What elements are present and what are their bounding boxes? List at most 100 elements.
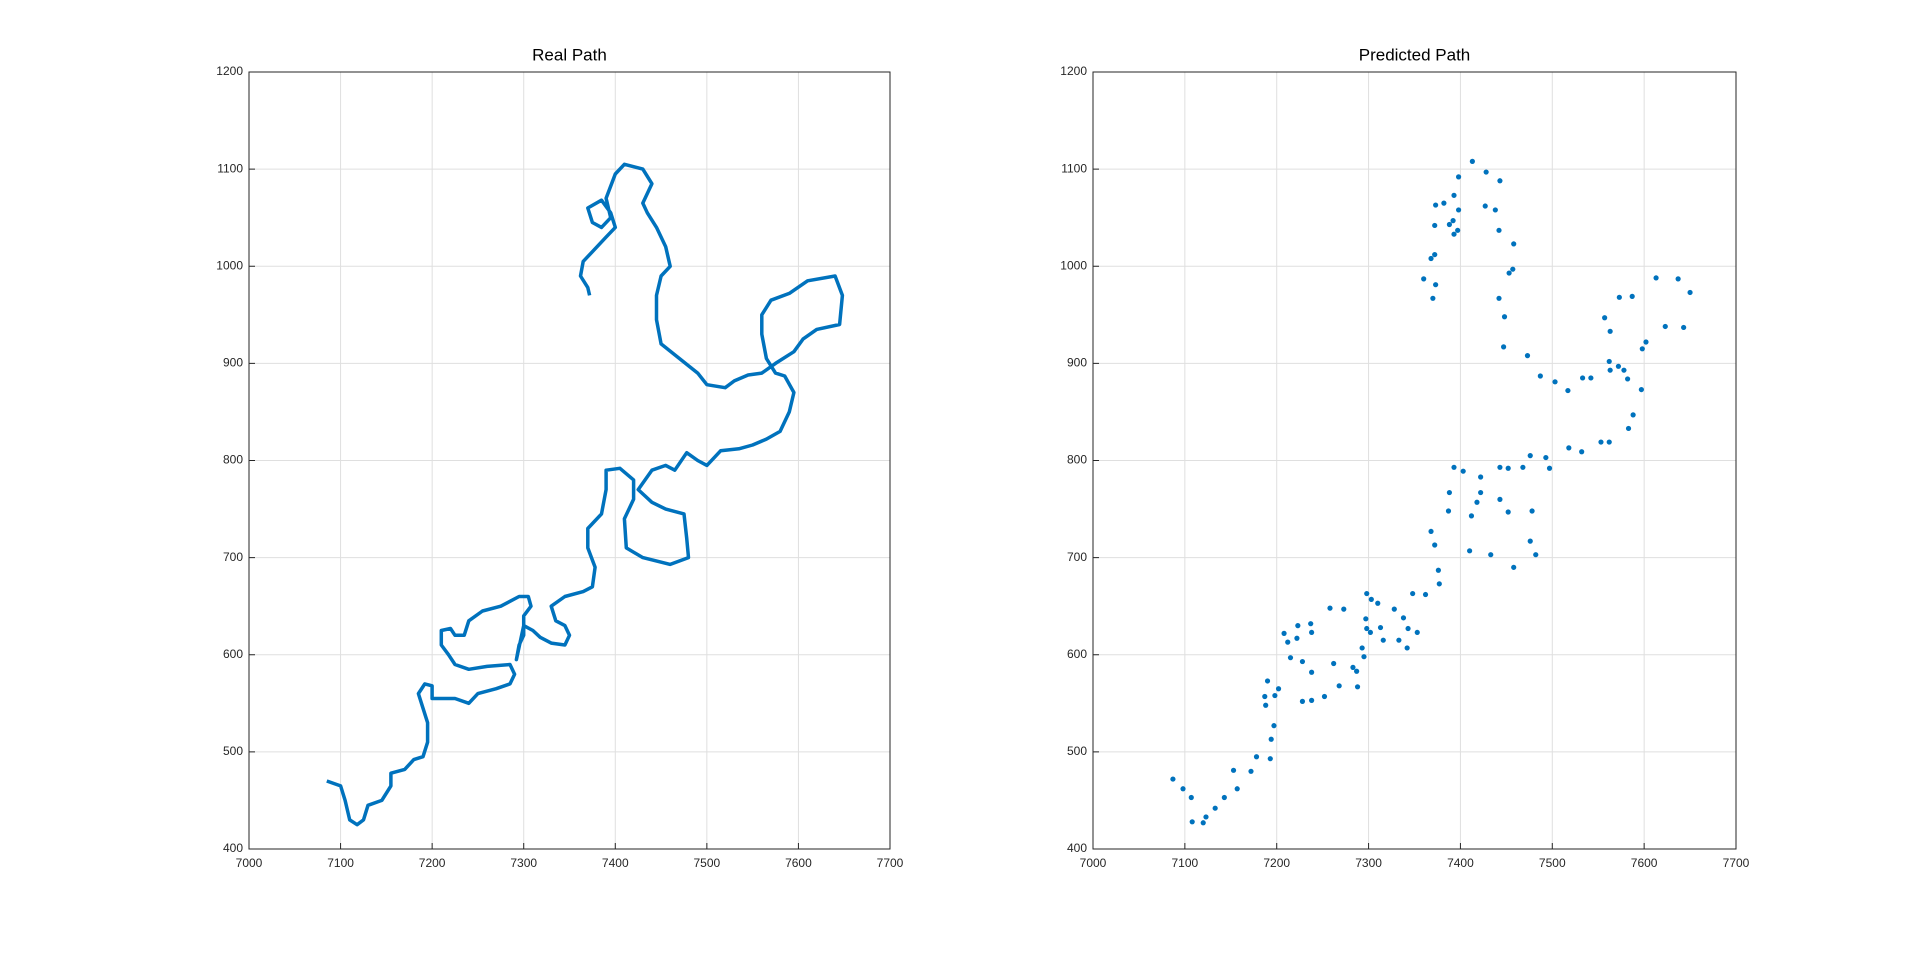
x-tick-label: 7400	[602, 856, 629, 870]
point	[1267, 756, 1273, 762]
point	[1170, 776, 1176, 782]
y-tick-label: 500	[223, 744, 243, 758]
y-tick-label: 700	[1067, 550, 1087, 564]
point	[1309, 669, 1315, 675]
point	[1275, 686, 1282, 692]
point	[1377, 624, 1384, 631]
y-tick-label: 600	[1067, 647, 1087, 661]
point	[1299, 658, 1306, 665]
point	[1451, 192, 1457, 198]
path-line	[326, 162, 845, 827]
point	[1467, 548, 1473, 554]
point	[1428, 528, 1434, 535]
point	[1295, 623, 1301, 629]
point	[1629, 293, 1635, 299]
point	[1188, 794, 1194, 801]
x-tick-label: 7000	[1080, 856, 1107, 870]
point	[1482, 203, 1488, 209]
point	[1264, 678, 1271, 684]
point	[1450, 218, 1456, 224]
point	[1331, 660, 1337, 667]
point	[1189, 819, 1195, 825]
point	[1468, 513, 1475, 519]
point	[1527, 538, 1533, 544]
point	[1327, 605, 1333, 611]
x-tick-label: 7600	[785, 856, 812, 870]
point	[1598, 439, 1604, 445]
point	[1520, 464, 1526, 470]
point	[1446, 221, 1453, 228]
point	[1497, 464, 1503, 470]
point	[1432, 251, 1438, 258]
point	[1606, 439, 1612, 445]
point	[1446, 489, 1453, 496]
point	[1435, 567, 1441, 573]
axes-box	[248, 71, 891, 850]
axes-box	[1092, 71, 1737, 850]
point	[1511, 564, 1517, 570]
point	[1432, 222, 1438, 229]
point	[1367, 629, 1374, 636]
point	[1364, 625, 1370, 632]
point	[1565, 387, 1571, 394]
point	[1527, 453, 1533, 459]
point	[1533, 552, 1539, 558]
point	[1272, 692, 1278, 699]
y-tick-label: 1000	[1060, 258, 1087, 272]
point	[1405, 625, 1411, 632]
point	[1336, 683, 1342, 689]
point	[1506, 270, 1512, 276]
point	[1497, 178, 1503, 184]
point	[1579, 375, 1586, 381]
point	[1400, 615, 1407, 621]
point	[1474, 499, 1480, 505]
point	[1607, 328, 1613, 334]
x-tick-label: 7700	[877, 856, 904, 870]
point	[1281, 630, 1287, 636]
point	[1200, 820, 1206, 826]
point	[1294, 635, 1300, 641]
point	[1309, 697, 1315, 703]
point	[1505, 465, 1511, 471]
y-tick-label: 800	[1067, 453, 1087, 467]
point	[1299, 698, 1306, 704]
point	[1341, 606, 1347, 612]
x-tick-label: 7600	[1631, 856, 1658, 870]
x-tick-label: 7300	[510, 856, 537, 870]
y-tick-label: 500	[1067, 744, 1087, 758]
x-tick-label: 7000	[236, 856, 263, 870]
point	[1396, 637, 1402, 643]
point	[1488, 552, 1494, 558]
y-tick-label: 700	[223, 550, 243, 564]
point	[1552, 379, 1558, 385]
point	[1391, 606, 1397, 612]
y-tick-label: 900	[1067, 356, 1087, 370]
point	[1455, 174, 1462, 180]
point	[1253, 754, 1260, 760]
point	[1621, 367, 1627, 373]
point	[1639, 346, 1645, 352]
point	[1203, 814, 1209, 820]
point	[1529, 508, 1535, 514]
point	[1234, 786, 1240, 792]
point	[1497, 496, 1503, 502]
point	[1546, 465, 1553, 471]
point	[1537, 373, 1543, 379]
point	[1687, 289, 1693, 296]
x-tick-label: 7100	[327, 856, 354, 870]
point	[1616, 294, 1622, 300]
y-tick-label: 1100	[217, 161, 243, 175]
point	[1607, 367, 1613, 373]
point	[1478, 489, 1484, 496]
point	[1308, 621, 1314, 627]
point	[1451, 464, 1457, 470]
point	[1363, 616, 1369, 622]
point	[1433, 282, 1439, 288]
point	[1615, 363, 1622, 369]
x-tick-label: 7500	[694, 856, 721, 870]
point	[1579, 449, 1585, 455]
x-tick-label: 7200	[1263, 856, 1290, 870]
point	[1432, 542, 1438, 548]
point	[1469, 158, 1475, 164]
